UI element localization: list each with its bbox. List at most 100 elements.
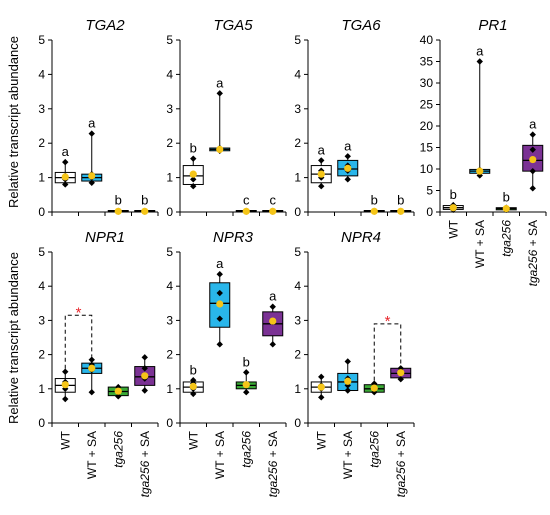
y-tick-label: 4: [166, 279, 173, 293]
y-tick-label: 35: [420, 55, 434, 69]
significance-letter: b: [115, 193, 122, 208]
y-tick-label: 3: [166, 102, 173, 116]
chart-title: TGA2: [85, 17, 125, 34]
y-tick-label: 0: [294, 205, 301, 219]
y-tick-label: 3: [294, 102, 301, 116]
y-tick-label: 3: [294, 313, 301, 327]
significance-letter: c: [243, 193, 250, 208]
mean-marker: [216, 300, 224, 308]
y-axis-label-top: Relative transcript abundance: [6, 36, 21, 208]
data-point: [141, 387, 148, 394]
mean-marker: [317, 170, 325, 178]
box-wt: b: [182, 362, 204, 398]
significance-letter: a: [216, 75, 224, 90]
box-tga256-sa: a: [262, 289, 284, 348]
mean-marker: [370, 207, 378, 215]
box-tga256-sa: b: [390, 193, 412, 215]
y-tick-label: 30: [420, 76, 434, 90]
data-point: [88, 389, 95, 396]
mean-marker: [141, 372, 149, 380]
data-point: [344, 358, 351, 365]
mean-marker: [61, 173, 69, 181]
data-point: [318, 394, 325, 401]
x-tick-label: tga256: [367, 431, 381, 468]
significance-bracket: [64, 314, 93, 369]
data-point: [88, 130, 95, 137]
box-wt-sa: a: [209, 256, 231, 348]
chart-panel-pr1: PR1 0 5 10 15 20 25 30 35 40 b a b a WT WT + SA tga256 tg…: [420, 17, 547, 286]
mean-marker: [397, 369, 405, 377]
significance-letter: b: [371, 193, 378, 208]
mean-marker: [449, 204, 457, 212]
significance-letter: a: [476, 44, 484, 59]
significance-letter: c: [270, 193, 277, 208]
y-tick-label: 5: [38, 33, 45, 47]
mean-marker: [114, 207, 122, 215]
box-tga256-sa: b: [134, 193, 156, 215]
data-point: [62, 158, 69, 166]
significance-letter: b: [243, 354, 250, 369]
y-tick-label: 25: [420, 98, 434, 112]
significance-letter: b: [397, 193, 404, 208]
y-tick-label: 4: [38, 67, 45, 81]
box-wt-sa: a: [337, 138, 359, 183]
significance-letter: b: [503, 190, 510, 205]
box-tga256: b: [363, 193, 385, 215]
box-wt-sa: a: [209, 75, 231, 154]
mean-marker: [317, 383, 325, 391]
y-tick-label: 1: [294, 171, 301, 185]
box-tga256: [363, 380, 385, 396]
box-wt-sa: [81, 356, 103, 396]
chart-title: NPR1: [85, 229, 125, 246]
data-point: [318, 183, 325, 190]
data-point: [529, 131, 536, 138]
box-tga256-sa: c: [262, 193, 284, 215]
data-point: [190, 183, 197, 190]
x-tick-label: WT + SA: [85, 431, 99, 479]
y-tick-label: 2: [166, 348, 173, 362]
chart-panel-npr1: NPR1 0 1 2 3 4 5 * WT WT + SA tga256 tga256 + SA: [38, 229, 159, 497]
significance-letter: b: [141, 193, 148, 208]
mean-marker: [269, 207, 277, 215]
x-tick-label: WT + SA: [341, 431, 355, 479]
x-tick-label: WT + SA: [213, 431, 227, 479]
data-point: [62, 368, 69, 375]
chart-panel-npr4: NPR4 0 1 2 3 4 5 * WT WT + SA tga256 tga256 + SA: [294, 229, 415, 497]
mean-marker: [114, 387, 122, 395]
y-tick-label: 3: [166, 313, 173, 327]
x-tick-label: tga256: [111, 431, 125, 468]
y-tick-label: 4: [294, 67, 301, 81]
significance-letter: a: [62, 144, 70, 159]
data-point: [344, 387, 351, 394]
y-tick-label: 5: [294, 245, 301, 259]
x-tick-label: tga256: [239, 431, 253, 468]
significance-letter: b: [190, 362, 197, 377]
mean-marker: [344, 377, 352, 385]
chart-panel-tga5: TGA5 0 1 2 3 4 5 b a c c: [166, 17, 287, 219]
data-point: [190, 155, 197, 162]
box-wt: b: [442, 187, 464, 214]
y-tick-label: 5: [426, 184, 433, 198]
y-tick-label: 0: [38, 205, 45, 219]
chart-title: TGA5: [213, 17, 253, 34]
mean-marker: [141, 207, 149, 215]
data-point: [62, 395, 69, 403]
y-tick-label: 0: [166, 205, 173, 219]
box-tga256: c: [235, 193, 257, 215]
data-point: [344, 153, 351, 160]
data-point: [115, 393, 122, 400]
data-point: [141, 365, 148, 372]
y-tick-label: 2: [166, 136, 173, 150]
box-wt: [310, 373, 332, 401]
data-point: [344, 176, 351, 183]
data-point: [529, 185, 536, 192]
x-tick-label: WT + SA: [473, 220, 487, 268]
significance-letter: a: [318, 142, 326, 157]
y-tick-label: 1: [166, 171, 173, 185]
mean-marker: [502, 204, 510, 213]
significance-letter: a: [216, 256, 224, 271]
mean-marker: [529, 155, 537, 164]
mean-marker: [216, 145, 224, 153]
y-tick-label: 2: [38, 348, 45, 362]
